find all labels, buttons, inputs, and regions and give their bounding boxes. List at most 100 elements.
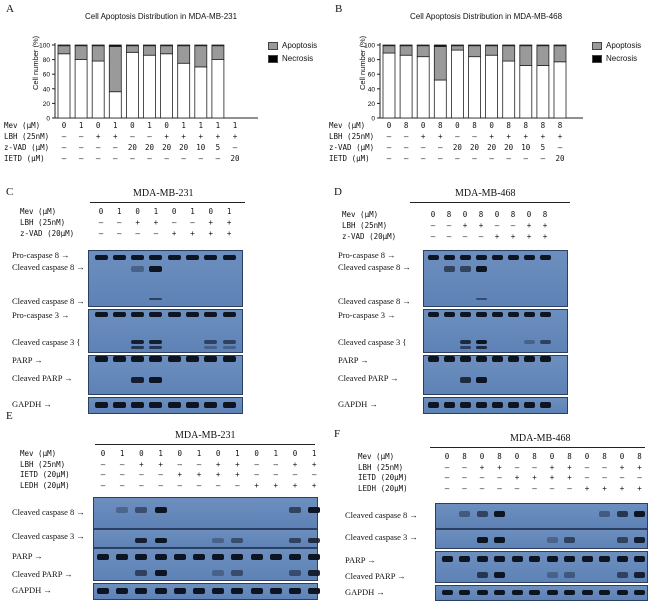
blot-band — [491, 312, 503, 317]
blot-strip — [435, 529, 648, 549]
blot-band — [443, 356, 455, 362]
bar-necrosis — [416, 44, 430, 47]
condition-value: 0 — [61, 121, 67, 130]
condition-value: – — [438, 154, 443, 163]
blot-band — [459, 556, 470, 562]
condition-value: 0 — [462, 210, 468, 219]
bar-viable — [485, 54, 499, 119]
condition-value: – — [177, 459, 183, 469]
chart-a-title: Cell Apoptosis Distribution in MDA-MB-23… — [85, 12, 238, 21]
blot-band — [97, 554, 109, 560]
condition-value: 0 — [130, 121, 135, 130]
blot-band — [116, 507, 129, 513]
condition-value: 0 — [139, 449, 144, 458]
blot-band — [231, 570, 244, 576]
condition-value: – — [462, 473, 467, 482]
condition-value: 1 — [153, 207, 159, 216]
condition-value: – — [164, 154, 169, 163]
blot-band — [443, 312, 455, 317]
blot-band — [149, 377, 163, 383]
chart-b-title: Cell Apoptosis Distribution in MDA-MB-46… — [410, 12, 563, 21]
condition-value: + — [292, 459, 298, 469]
blot-band — [507, 255, 519, 260]
band-label: PARP → — [345, 555, 376, 565]
condition-value: 8 — [446, 210, 452, 219]
blot-band — [231, 538, 244, 543]
band-label: Cleaved PARP → — [12, 569, 73, 579]
condition-value: + — [135, 218, 140, 227]
condition-value: – — [61, 154, 67, 163]
condition-value: – — [602, 473, 607, 482]
blot-band — [149, 402, 163, 408]
blot-band — [135, 554, 148, 560]
condition-value: + — [637, 483, 642, 493]
panel-letter-a: A — [6, 3, 14, 15]
bar-necrosis — [502, 44, 516, 47]
condition-value: + — [215, 470, 221, 479]
condition-value: – — [472, 132, 477, 141]
condition-label: LEDH (20μM) — [358, 483, 408, 493]
bar-apoptosis — [194, 45, 208, 68]
condition-value: – — [446, 232, 452, 241]
blot-band — [289, 554, 301, 560]
blot-band — [149, 266, 163, 272]
band-label: Cleaved PARP → — [345, 571, 406, 581]
blot-band — [564, 537, 575, 543]
bar-viable — [399, 54, 413, 119]
blot-band — [222, 402, 236, 408]
condition-value: – — [462, 462, 467, 472]
condition-label: Mev (μM) — [358, 452, 395, 461]
bar-necrosis — [399, 44, 413, 47]
blot-band — [131, 356, 145, 362]
bar-viable — [536, 65, 550, 119]
blot-band — [131, 377, 145, 383]
blot-band — [250, 588, 263, 594]
condition-value: 1 — [117, 207, 122, 216]
blot-band — [149, 356, 163, 362]
condition-value: – — [444, 473, 450, 482]
bar-viable — [553, 61, 567, 119]
bar-apoptosis — [468, 45, 481, 58]
bar-apoptosis — [177, 45, 191, 64]
y-tick-label: 80 — [368, 57, 376, 64]
condition-value: 0 — [444, 452, 450, 461]
condition-label: LBH (25nM) — [20, 218, 66, 227]
condition-value: – — [514, 462, 520, 472]
blot-band — [427, 356, 439, 362]
blot-band — [135, 588, 148, 594]
blot-band — [546, 590, 558, 595]
panel-letter-e: E — [6, 410, 13, 422]
condition-value: + — [226, 229, 232, 238]
blot-band — [149, 340, 163, 344]
condition-value: 1 — [78, 121, 84, 130]
blot-band — [523, 402, 535, 408]
blot-band — [204, 356, 218, 362]
bar-viable — [451, 49, 464, 119]
condition-value: + — [198, 132, 204, 141]
condition-value: – — [497, 473, 502, 482]
condition-value: 0 — [215, 449, 221, 458]
condition-value: – — [78, 132, 84, 141]
condition-value: – — [455, 154, 460, 163]
band-label: GAPDH → — [12, 585, 52, 595]
condition-value: + — [549, 473, 555, 482]
y-tick-label: 60 — [368, 72, 376, 79]
bar-viable — [468, 56, 481, 119]
blot-band — [441, 556, 453, 562]
blot-band — [222, 356, 236, 362]
bar-viable — [177, 62, 191, 119]
condition-label: LBH (25nM) — [329, 132, 375, 141]
condition-value: 0 — [514, 452, 520, 461]
condition-value: 5 — [540, 143, 546, 152]
bar-apoptosis — [519, 45, 533, 66]
condition-value: + — [292, 480, 298, 490]
bar-necrosis — [143, 44, 156, 47]
condition-label: z-VAD (20μM) — [20, 229, 75, 238]
blot-band — [634, 511, 645, 517]
blot-band — [149, 298, 163, 300]
bar-necrosis — [468, 44, 481, 47]
bar-necrosis — [211, 44, 225, 47]
bar-apoptosis — [57, 45, 71, 55]
condition-value: + — [542, 232, 548, 241]
blot-band — [135, 507, 148, 513]
